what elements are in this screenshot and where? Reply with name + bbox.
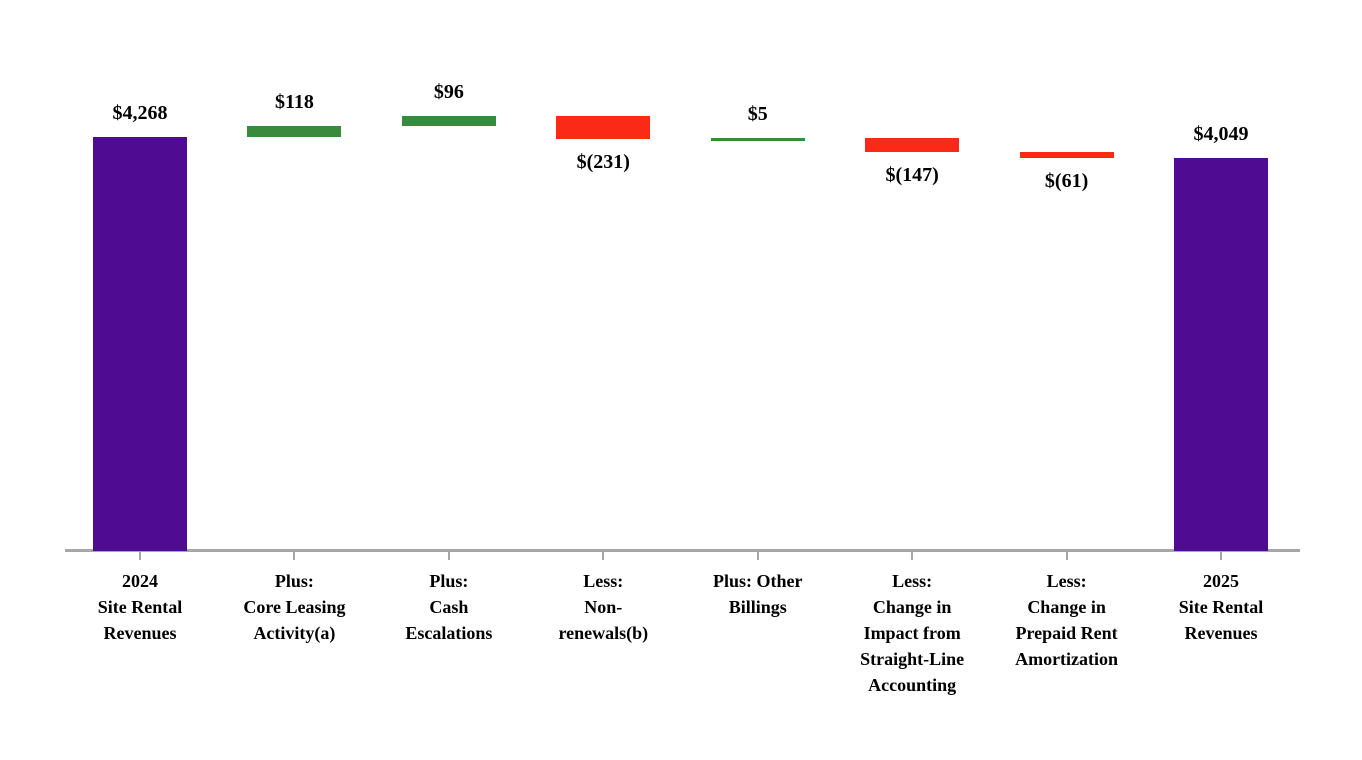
- value-label: $96: [433, 81, 464, 104]
- category-label: Less: Change in Prepaid Rent Amortization: [982, 568, 1152, 672]
- x-axis-line: [65, 549, 1300, 552]
- category-label-line: Site Rental: [1178, 597, 1264, 617]
- category-label-line: Less:: [1046, 571, 1087, 591]
- category-label: Less: Change in Impact from Straight-Line Ac…: [827, 568, 997, 698]
- category-label: 2024 Site Rental Revenues: [55, 568, 225, 646]
- waterfall-bar: [1019, 152, 1114, 159]
- waterfall-bar: [401, 116, 496, 126]
- category-label-line: Non-: [584, 597, 623, 617]
- category-label-line: 2024: [122, 571, 158, 591]
- value-label: $4,049: [1193, 123, 1249, 146]
- category-label-line: 2025: [1203, 571, 1239, 591]
- category-label-line: Plus:: [274, 571, 314, 591]
- axis-tick: [139, 551, 141, 560]
- category-label: Plus: Core Leasing Activity(a): [209, 568, 379, 646]
- category-label-line: renewals(b): [558, 623, 649, 643]
- waterfall-bar: [93, 137, 187, 551]
- category-label-line: Less:: [583, 571, 624, 591]
- value-label: $(231): [576, 150, 630, 173]
- category-label-line: Plus: Other: [712, 571, 803, 591]
- value-label: $(61): [1044, 170, 1089, 193]
- category-label: Plus: Other Billings: [673, 568, 843, 620]
- axis-tick: [293, 551, 296, 560]
- axis-tick: [911, 551, 914, 560]
- category-label: 2025 Site Rental Revenues: [1136, 568, 1306, 646]
- category-label-line: Plus:: [429, 571, 469, 591]
- category-label-line: Change in: [1027, 597, 1106, 617]
- axis-tick: [602, 551, 605, 560]
- value-label: $118: [274, 90, 314, 113]
- category-label-line: Core Leasing: [243, 597, 346, 617]
- category-label: Less: Non-renewals(b): [518, 568, 688, 646]
- category-label-line: Accounting: [868, 675, 957, 695]
- category-label-line: Escalations: [405, 623, 493, 643]
- category-label-line: Change in: [872, 597, 952, 617]
- category-label-line: Cash: [429, 597, 469, 617]
- axis-tick: [1220, 551, 1222, 560]
- category-label-line: Revenues: [103, 623, 177, 643]
- category-label-line: Site Rental: [97, 597, 183, 617]
- axis-tick: [1065, 551, 1068, 560]
- category-label-line: Activity(a): [253, 623, 336, 643]
- waterfall-bar: [247, 125, 342, 137]
- axis-tick: [447, 551, 450, 560]
- category-label-line: Straight-Line: [860, 649, 965, 669]
- waterfall-bar: [556, 116, 651, 139]
- axis-tick: [756, 551, 759, 560]
- waterfall-bar: [865, 138, 960, 153]
- value-label: $(147): [885, 164, 939, 187]
- category-label-line: Less:: [892, 571, 933, 591]
- value-label: $4,268: [112, 102, 168, 124]
- category-label-line: Prepaid Rent: [1015, 623, 1118, 643]
- category-label-line: Impact from: [863, 623, 961, 643]
- category-label-line: Revenues: [1184, 623, 1258, 643]
- category-label: Plus: Cash Escalations: [364, 568, 534, 646]
- category-label-line: Amortization: [1015, 649, 1119, 669]
- category-label-line: Billings: [728, 597, 787, 617]
- waterfall-bar: [710, 138, 805, 141]
- value-label: $5: [747, 103, 768, 126]
- waterfall-bar: [1174, 158, 1268, 551]
